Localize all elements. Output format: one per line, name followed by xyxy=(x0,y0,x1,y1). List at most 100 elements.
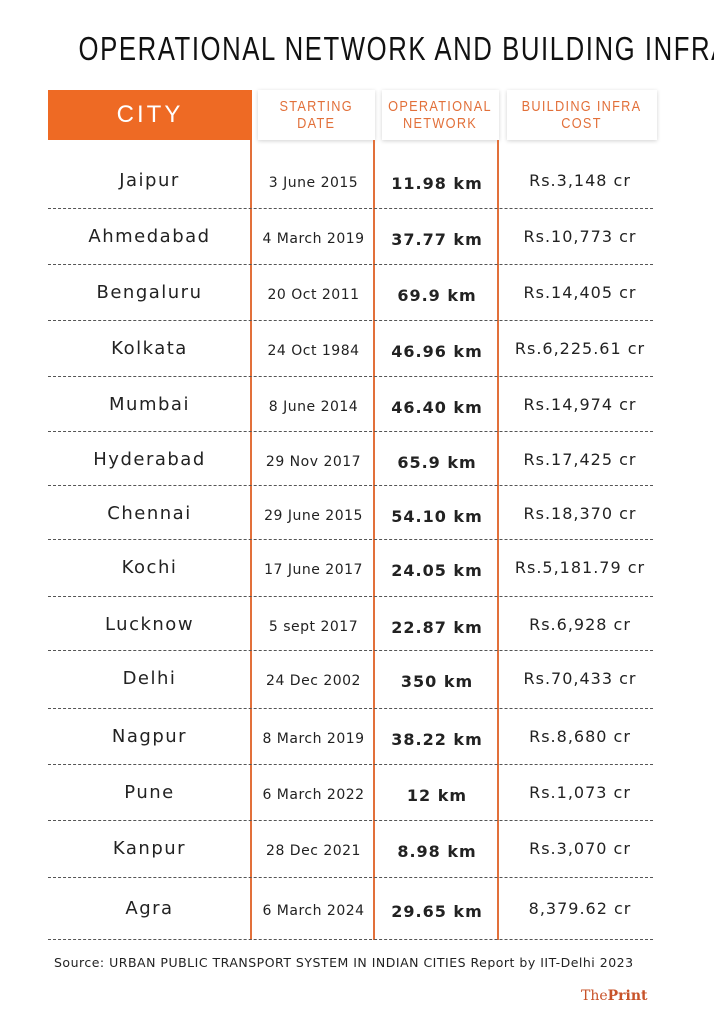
cell-date: 20 Oct 2011 xyxy=(267,287,360,303)
cell-date: 5 sept 2017 xyxy=(268,619,359,635)
cell-network: 46.40 km xyxy=(391,397,483,417)
cell-city: Hyderabad xyxy=(93,448,206,470)
row-divider xyxy=(48,877,653,878)
table-row: Kolkata 24 Oct 1984 46.96 km Rs.6,225.61… xyxy=(48,320,653,376)
row-divider xyxy=(48,596,653,597)
column-divider xyxy=(497,140,499,940)
row-divider xyxy=(48,376,653,377)
row-divider xyxy=(48,485,653,486)
cell-cost: Rs.5,181.79 cr xyxy=(514,557,646,577)
cell-cost: Rs.10,773 cr xyxy=(523,226,637,246)
cell-network: 65.9 km xyxy=(397,452,477,472)
cell-cost: Rs.3,070 cr xyxy=(529,838,631,858)
table-row: Chennai 29 June 2015 54.10 km Rs.18,370 … xyxy=(48,485,653,541)
cell-date: 29 June 2015 xyxy=(264,508,363,524)
cell-date: 6 March 2022 xyxy=(262,787,365,803)
cell-network: 22.87 km xyxy=(391,617,483,637)
cell-network: 11.98 km xyxy=(391,173,483,193)
header-city: CITY xyxy=(48,90,252,140)
cell-network: 8.98 km xyxy=(397,841,477,861)
table-row: Jaipur 3 June 2015 11.98 km Rs.3,148 cr xyxy=(48,152,653,208)
table-row: Ahmedabad 4 March 2019 37.77 km Rs.10,77… xyxy=(48,208,653,264)
cell-network: 350 km xyxy=(400,671,474,691)
row-divider xyxy=(48,708,653,709)
table-row: Bengaluru 20 Oct 2011 69.9 km Rs.14,405 … xyxy=(48,264,653,320)
cell-network: 29.65 km xyxy=(391,901,483,921)
brand-logo-bold: Print xyxy=(607,988,648,1004)
cell-date: 24 Oct 1984 xyxy=(267,343,360,359)
cell-date: 28 Dec 2021 xyxy=(266,843,361,859)
row-divider xyxy=(48,764,653,765)
column-divider xyxy=(250,140,252,940)
cell-city: Mumbai xyxy=(109,393,190,415)
row-divider xyxy=(48,539,653,540)
table-row: Mumbai 8 June 2014 46.40 km Rs.14,974 cr xyxy=(48,376,653,432)
cell-cost: Rs.18,370 cr xyxy=(523,503,637,523)
cell-city: Chennai xyxy=(107,502,192,524)
cell-cost: Rs.6,928 cr xyxy=(529,614,631,634)
header-building-infra-cost-line2: COST xyxy=(561,115,603,132)
brand-logo-light: The xyxy=(581,988,608,1004)
table-row: Kochi 17 June 2017 24.05 km Rs.5,181.79 … xyxy=(48,539,653,595)
row-divider xyxy=(48,208,653,209)
cell-network: 37.77 km xyxy=(391,229,483,249)
cell-network: 54.10 km xyxy=(391,506,483,526)
cell-cost: Rs.8,680 cr xyxy=(529,726,631,746)
row-divider xyxy=(48,431,653,432)
table-row: Delhi 24 Dec 2002 350 km Rs.70,433 cr xyxy=(48,650,653,706)
header-operational-network-line1: OPERATIONAL xyxy=(388,98,493,115)
cell-cost: Rs.17,425 cr xyxy=(523,449,637,469)
cell-city: Jaipur xyxy=(119,169,180,191)
table-row: Agra 6 March 2024 29.65 km 8,379.62 cr xyxy=(48,877,653,939)
cell-city: Bengaluru xyxy=(96,281,203,303)
table-row: Nagpur 8 March 2019 38.22 km Rs.8,680 cr xyxy=(48,708,653,764)
cell-date: 6 March 2024 xyxy=(262,903,365,919)
header-operational-network-line2: NETWORK xyxy=(403,115,478,132)
row-divider xyxy=(48,320,653,321)
cell-city: Kochi xyxy=(121,556,178,578)
cell-date: 8 June 2014 xyxy=(268,399,359,415)
cell-city: Ahmedabad xyxy=(88,225,211,247)
cell-cost: Rs.70,433 cr xyxy=(523,668,637,688)
table-row: Lucknow 5 sept 2017 22.87 km Rs.6,928 cr xyxy=(48,596,653,652)
brand-logo: ThePrint xyxy=(581,988,648,1004)
table-row: Pune 6 March 2022 12 km Rs.1,073 cr xyxy=(48,764,653,820)
cell-date: 24 Dec 2002 xyxy=(266,673,361,689)
cell-city: Kolkata xyxy=(111,337,188,359)
header-starting-date-line2: DATE xyxy=(297,115,336,132)
cell-network: 24.05 km xyxy=(391,560,483,580)
cell-date: 3 June 2015 xyxy=(268,175,359,191)
header-starting-date-line1: STARTING xyxy=(279,98,354,115)
cell-date: 8 March 2019 xyxy=(262,731,365,747)
cell-city: Pune xyxy=(124,781,175,803)
cell-city: Delhi xyxy=(122,667,177,689)
cell-network: 69.9 km xyxy=(397,285,477,305)
cell-date: 17 June 2017 xyxy=(264,562,363,578)
column-divider xyxy=(373,140,375,940)
row-divider xyxy=(48,650,653,651)
table-row: Hyderabad 29 Nov 2017 65.9 km Rs.17,425 … xyxy=(48,431,653,487)
row-divider xyxy=(48,939,653,940)
cell-city: Nagpur xyxy=(111,725,188,747)
cell-cost: Rs.6,225.61 cr xyxy=(514,338,646,358)
source-note: Source: URBAN PUBLIC TRANSPORT SYSTEM IN… xyxy=(54,955,634,970)
cell-date: 4 March 2019 xyxy=(262,231,365,247)
header-building-infra-cost: BUILDING INFRA COST xyxy=(507,90,657,140)
row-divider xyxy=(48,264,653,265)
page-title: OPERATIONAL NETWORK AND BUILDING INFRA C… xyxy=(78,30,714,67)
header-starting-date: STARTING DATE xyxy=(258,90,375,140)
cell-cost: Rs.14,405 cr xyxy=(523,282,637,302)
row-divider xyxy=(48,820,653,821)
header-operational-network: OPERATIONAL NETWORK xyxy=(382,90,499,140)
table-row: Kanpur 28 Dec 2021 8.98 km Rs.3,070 cr xyxy=(48,820,653,876)
cell-cost: 8,379.62 cr xyxy=(528,898,632,918)
cell-city: Kanpur xyxy=(112,837,187,859)
header-building-infra-cost-line1: BUILDING INFRA xyxy=(522,98,642,115)
cell-network: 38.22 km xyxy=(391,729,483,749)
cell-cost: Rs.3,148 cr xyxy=(529,170,631,190)
cell-date: 29 Nov 2017 xyxy=(265,454,362,470)
cell-city: Agra xyxy=(125,897,174,919)
cell-cost: Rs.14,974 cr xyxy=(523,394,637,414)
cell-network: 12 km xyxy=(406,785,468,805)
cell-city: Lucknow xyxy=(104,613,195,635)
